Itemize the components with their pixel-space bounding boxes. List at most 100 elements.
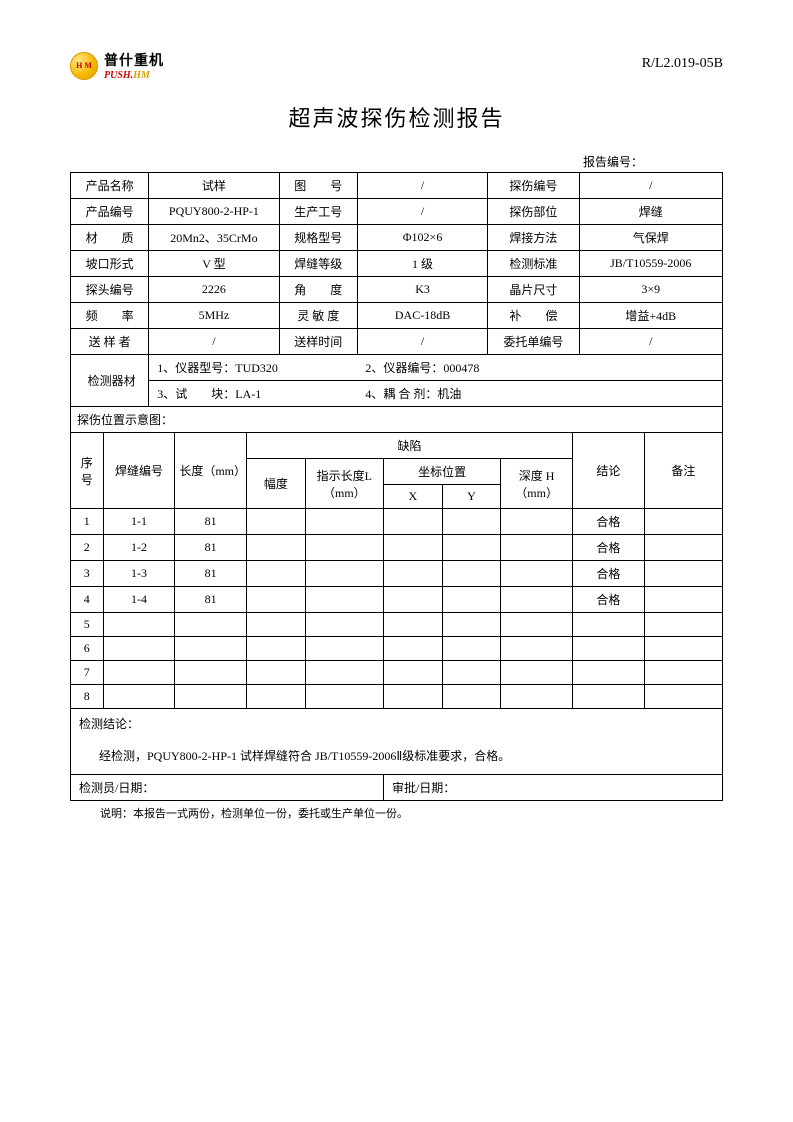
label: 灵 敏 度	[279, 303, 357, 329]
info-row: 坡口形式 V 型 焊缝等级 1 级 检测标准 JB/T10559-2006	[71, 251, 723, 277]
cell-depth	[501, 535, 573, 561]
info-row: 探头编号 2226 角 度 K3 晶片尺寸 3×9	[71, 277, 723, 303]
label: 产品名称	[71, 173, 149, 199]
cell-weldno	[103, 661, 175, 685]
value: 2226	[149, 277, 279, 303]
label: 晶片尺寸	[488, 277, 579, 303]
cell-y	[442, 535, 501, 561]
value: 试样	[149, 173, 279, 199]
cell-amp	[247, 561, 306, 587]
cell-seq: 4	[71, 587, 104, 613]
cell-weldno	[103, 613, 175, 637]
cell-x	[383, 587, 442, 613]
cell-concl	[573, 685, 645, 709]
cell-amp	[247, 535, 306, 561]
cell-x	[383, 637, 442, 661]
label: 图 号	[279, 173, 357, 199]
conclusion-body: 经检测，PQUY800-2-HP-1 试样焊缝符合 JB/T10559-2006…	[79, 732, 714, 768]
cell-y	[442, 661, 501, 685]
cell-depth	[501, 561, 573, 587]
equip-item: 2、仪器编号：000478	[357, 355, 722, 381]
cell-seq: 1	[71, 509, 104, 535]
cell-length	[175, 685, 247, 709]
label: 送样时间	[279, 329, 357, 355]
cell-amp	[247, 509, 306, 535]
cell-remark	[644, 509, 722, 535]
info-row: 材 质 20Mn2、35CrMo 规格型号 Φ102×6 焊接方法 气保焊	[71, 225, 723, 251]
cell-seq: 8	[71, 685, 104, 709]
cell-weldno	[103, 685, 175, 709]
cell-depth	[501, 613, 573, 637]
label: 检测标准	[488, 251, 579, 277]
conclusion-row: 检测结论： 经检测，PQUY800-2-HP-1 试样焊缝符合 JB/T1055…	[71, 709, 723, 775]
value: /	[579, 329, 722, 355]
logo-text: 普什重机 PUSH.HM	[104, 50, 164, 81]
cell-x	[383, 685, 442, 709]
cell-weldno	[103, 637, 175, 661]
cell-y	[442, 509, 501, 535]
defect-row: 8	[71, 685, 723, 709]
label: 补 偿	[488, 303, 579, 329]
cell-weldno: 1-1	[103, 509, 175, 535]
value: 5MHz	[149, 303, 279, 329]
col-remark: 备注	[644, 433, 722, 509]
value: 1 级	[357, 251, 487, 277]
cell-indlen	[305, 561, 383, 587]
defect-row: 5	[71, 613, 723, 637]
value: 焊缝	[579, 199, 722, 225]
cell-weldno: 1-4	[103, 587, 175, 613]
info-row: 频 率 5MHz 灵 敏 度 DAC-18dB 补 偿 增益+4dB	[71, 303, 723, 329]
cell-y	[442, 561, 501, 587]
label: 探头编号	[71, 277, 149, 303]
cell-weldno: 1-2	[103, 535, 175, 561]
defect-row: 21-281合格	[71, 535, 723, 561]
defect-row: 31-381合格	[71, 561, 723, 587]
cell-concl: 合格	[573, 587, 645, 613]
cell-length	[175, 613, 247, 637]
cell-x	[383, 535, 442, 561]
cell-length: 81	[175, 561, 247, 587]
cell-amp	[247, 661, 306, 685]
equip-item: 4、耦 合 剂：机油	[357, 381, 722, 407]
cell-indlen	[305, 637, 383, 661]
col-weldno: 焊缝编号	[103, 433, 175, 509]
info-row: 产品名称 试样 图 号 / 探伤编号 /	[71, 173, 723, 199]
defect-header-row: 序号 焊缝编号 长度（mm） 缺陷 结论 备注	[71, 433, 723, 459]
equip-item: 3、试 块：LA-1	[149, 381, 358, 407]
value: DAC-18dB	[357, 303, 487, 329]
col-coord: 坐标位置	[383, 459, 500, 485]
equip-item: 1、仪器型号：TUD320	[149, 355, 358, 381]
info-row: 送 样 者 / 送样时间 / 委托单编号 /	[71, 329, 723, 355]
col-indlen: 指示长度L（mm）	[305, 459, 383, 509]
cell-concl	[573, 637, 645, 661]
cell-length	[175, 661, 247, 685]
cell-depth	[501, 661, 573, 685]
label: 送 样 者	[71, 329, 149, 355]
col-depth: 深度 H（mm）	[501, 459, 573, 509]
label: 焊接方法	[488, 225, 579, 251]
cell-concl: 合格	[573, 535, 645, 561]
col-y: Y	[442, 485, 501, 509]
cell-x	[383, 613, 442, 637]
cell-concl: 合格	[573, 561, 645, 587]
diagram-cell: 探伤位置示意图：	[71, 407, 723, 433]
value: PQUY800-2-HP-1	[149, 199, 279, 225]
cell-indlen	[305, 535, 383, 561]
cell-x	[383, 661, 442, 685]
label: 委托单编号	[488, 329, 579, 355]
cell-depth	[501, 685, 573, 709]
col-seq: 序号	[71, 433, 104, 509]
cell-length: 81	[175, 587, 247, 613]
col-concl: 结论	[573, 433, 645, 509]
col-defect: 缺陷	[247, 433, 573, 459]
label: 产品编号	[71, 199, 149, 225]
value: /	[357, 199, 487, 225]
logo-block: H M 普什重机 PUSH.HM	[70, 50, 164, 81]
footnote: 说明：本报告一式两份，检测单位一份，委托或生产单位一份。	[70, 801, 723, 821]
cell-seq: 3	[71, 561, 104, 587]
defect-row: 41-481 合格	[71, 587, 723, 613]
logo-en: PUSH.HM	[104, 70, 164, 81]
diagram-label: 探伤位置示意图：	[77, 413, 173, 427]
cell-amp	[247, 613, 306, 637]
value: K3	[357, 277, 487, 303]
